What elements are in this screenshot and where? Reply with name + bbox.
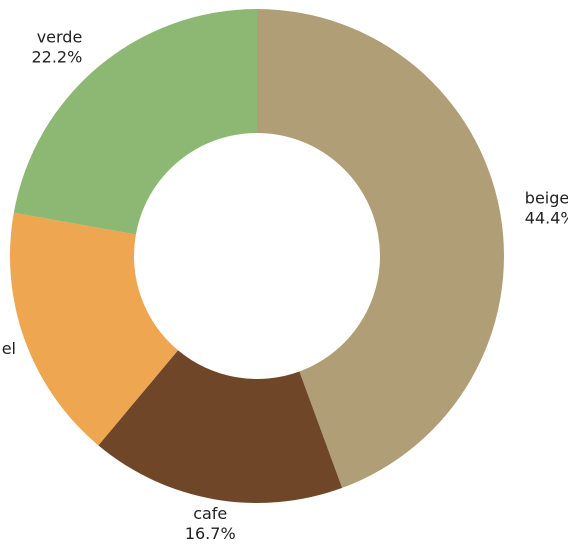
slice-label-name-verde: verde <box>37 28 83 47</box>
slice-label-name-cafe: cafe <box>193 504 227 523</box>
pie-slice-verde[interactable] <box>13 9 258 235</box>
donut-slices <box>10 9 504 503</box>
slice-label-percent-cafe: 16.7% <box>185 524 236 543</box>
slice-label-name-beige: beige <box>525 188 568 207</box>
slice-label-percent-beige: 44.4% <box>525 208 568 227</box>
slice-label-percent-verde: 22.2% <box>31 48 82 67</box>
pie-slice-beige[interactable] <box>257 9 504 488</box>
pie-slice-cafe[interactable] <box>98 350 343 503</box>
pie-slice-slice-2[interactable] <box>10 212 179 446</box>
slice-label-name-slice-2: el <box>2 339 16 358</box>
